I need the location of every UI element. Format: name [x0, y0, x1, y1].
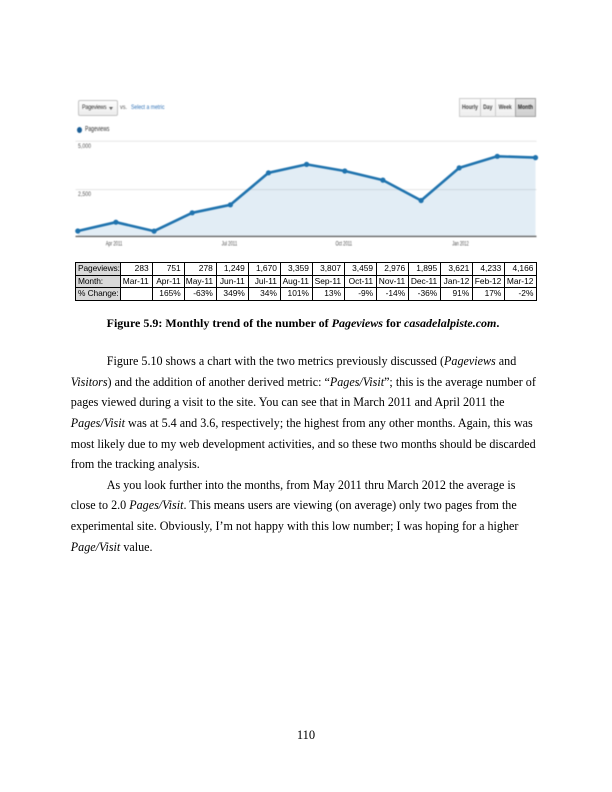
svg-text:Oct 2011: Oct 2011	[336, 241, 353, 248]
svg-text:Jul 2011: Jul 2011	[222, 241, 238, 248]
svg-text:Apr 2011: Apr 2011	[106, 241, 123, 248]
svg-text:Jan 2012: Jan 2012	[452, 241, 469, 248]
